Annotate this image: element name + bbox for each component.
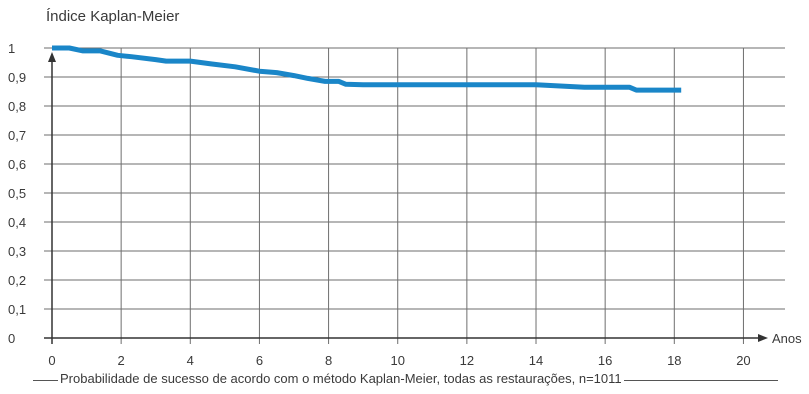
x-tick-label: 20: [736, 353, 750, 368]
y-tick-label: 0: [8, 331, 15, 346]
y-tick-label: 0,3: [8, 244, 26, 259]
caption-text: Probabilidade de sucesso de acordo com o…: [58, 371, 624, 386]
y-tick-label: 0,8: [8, 99, 26, 114]
y-tick-label: 0,5: [8, 186, 26, 201]
y-axis-title: Índice Kaplan-Meier: [46, 8, 180, 25]
y-tick-label: 0,1: [8, 302, 26, 317]
figure-caption: Probabilidade de sucesso de acordo com o…: [0, 370, 809, 390]
kaplan-meier-curve: [52, 45, 682, 93]
y-tick-label: 0,2: [8, 273, 26, 288]
x-axis-title: Anos: [772, 331, 802, 346]
y-tick-label: 0,6: [8, 157, 26, 172]
x-tick-label: 2: [118, 353, 125, 368]
y-tick-label: 0,9: [8, 70, 26, 85]
y-tick-label: 0,7: [8, 128, 26, 143]
x-tick-label: 6: [256, 353, 263, 368]
y-tick-label: 0,4: [8, 215, 26, 230]
x-tick-label: 0: [48, 353, 55, 368]
y-axis-arrow: [48, 52, 56, 62]
x-tick-label: 8: [325, 353, 332, 368]
x-tick-label: 14: [529, 353, 543, 368]
y-tick-label: 1: [8, 41, 15, 56]
x-tick-label: 4: [187, 353, 194, 368]
x-tick-label: 16: [598, 353, 612, 368]
x-axis-arrow: [758, 334, 768, 342]
kaplan-meier-chart: 00,10,20,30,40,50,60,70,80,910 2 4 6 8 10 12 14…: [8, 41, 802, 368]
x-tick-label: 18: [667, 353, 681, 368]
x-tick-label: 12: [460, 353, 474, 368]
x-tick-label: 10: [390, 353, 404, 368]
